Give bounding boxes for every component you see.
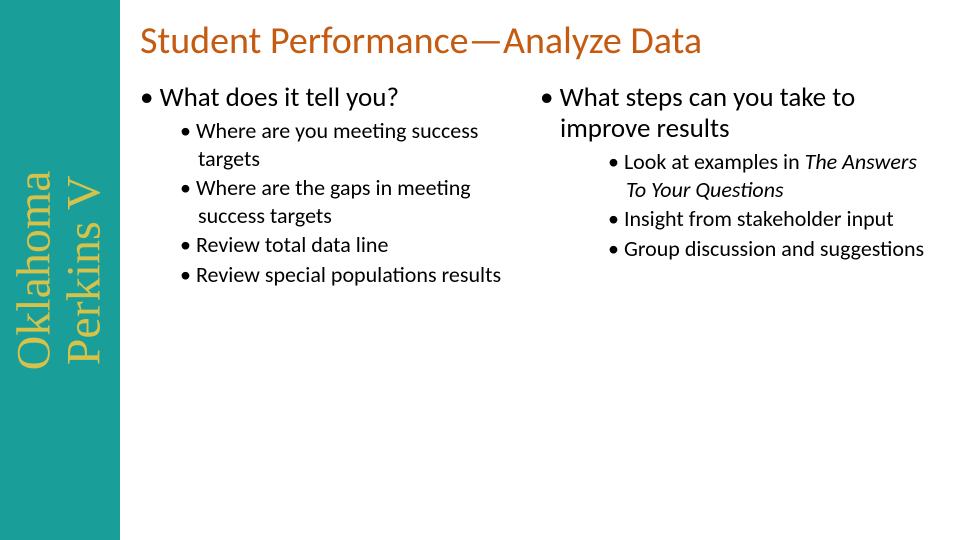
right-column: What steps can you take to improve resul… [540,82,940,290]
list-item: Review special populations results [180,261,540,289]
right-bullets: Look at examples in The Answers To Your … [540,148,940,262]
right-heading: What steps can you take to improve resul… [540,82,940,144]
content-area: What does it tell you? Where are you mee… [140,82,940,290]
left-heading: What does it tell you? [140,82,540,113]
list-item: Where are you meeting success targets [180,117,540,172]
list-item: Look at examples in The Answers To Your … [608,148,940,203]
left-column: What does it tell you? Where are you mee… [140,82,540,290]
list-item: Review total data line [180,231,540,259]
sidebar: Oklahoma Perkins V [0,0,120,540]
slide-title: Student Performance—Analyze Data [140,18,702,64]
left-bullets: Where are you meeting success targets Wh… [140,117,540,288]
sidebar-line-1: Oklahoma [10,170,60,370]
list-item: Insight from stakeholder input [608,205,940,233]
sidebar-line-2: Perkins V [60,170,110,370]
bullet-text: Look at examples in [624,148,805,175]
list-item: Group discussion and suggestions [608,235,940,263]
sidebar-title: Oklahoma Perkins V [10,170,111,370]
list-item: Where are the gaps in meeting success ta… [180,174,540,229]
